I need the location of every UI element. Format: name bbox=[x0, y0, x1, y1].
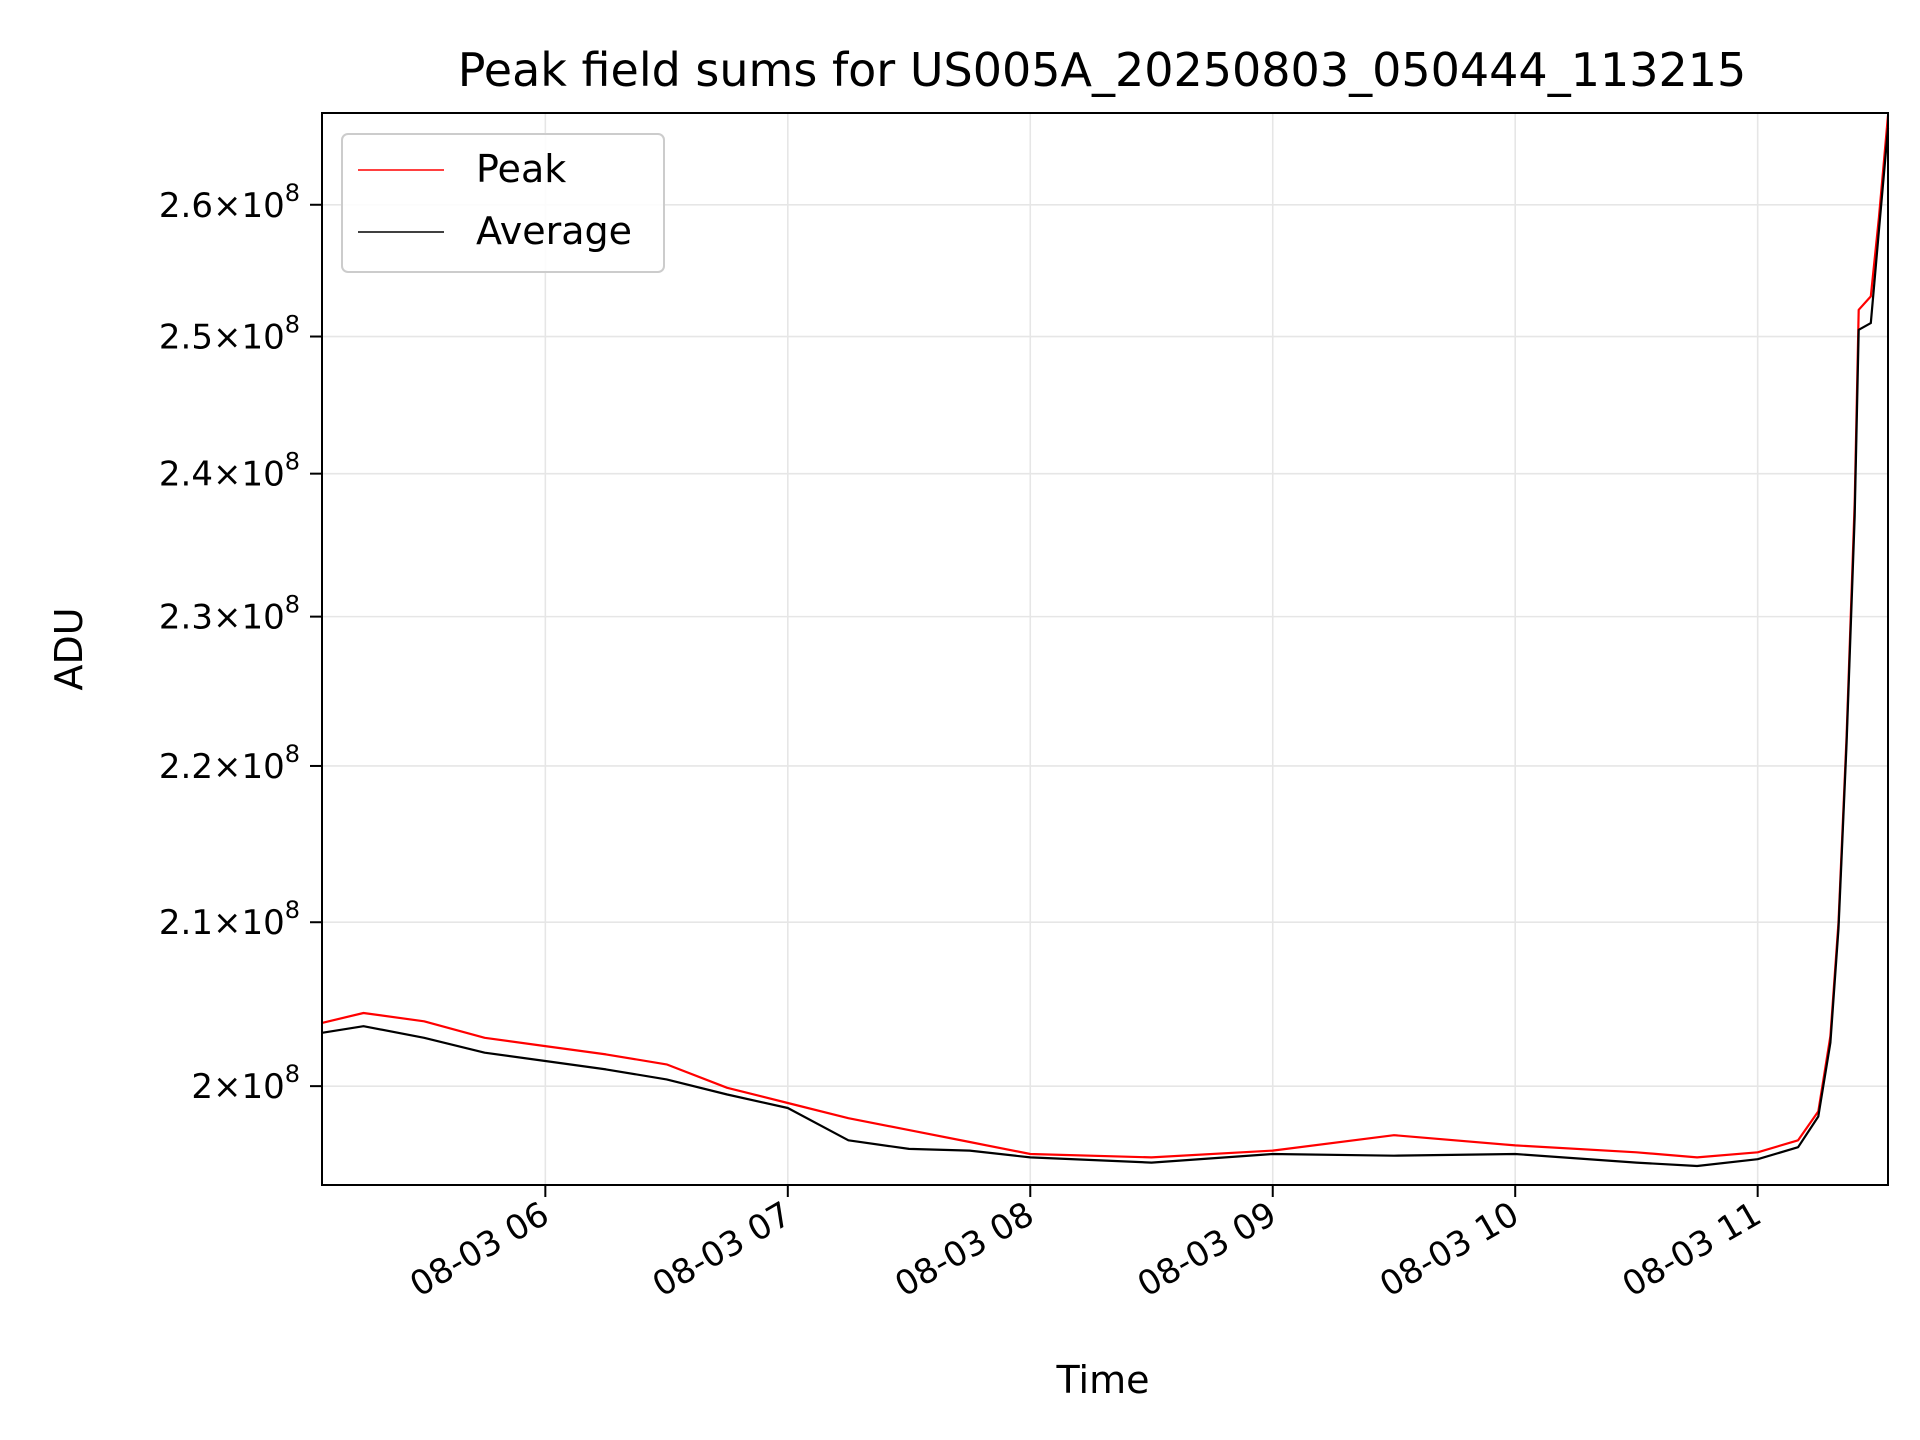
y-tick-mantissa: 2.3 bbox=[159, 598, 213, 638]
y-tick-mantissa: 2.2 bbox=[159, 747, 213, 787]
y-tick-times: ×10 bbox=[213, 1067, 285, 1107]
y-tick-times: ×10 bbox=[213, 455, 285, 495]
y-tick-label: 2.3×108 bbox=[159, 591, 300, 638]
y-tick-exponent: 8 bbox=[285, 179, 300, 207]
y-tick-times: ×10 bbox=[213, 186, 285, 226]
y-tick-times: ×10 bbox=[213, 903, 285, 943]
y-tick-exponent: 8 bbox=[285, 1060, 300, 1088]
y-tick-exponent: 8 bbox=[285, 448, 300, 476]
series-line-average bbox=[321, 128, 1890, 1168]
y-tick-exponent: 8 bbox=[285, 896, 300, 924]
y-axis-label: ADU bbox=[47, 607, 91, 690]
y-tick-label: 2.1×108 bbox=[159, 896, 300, 943]
y-tick-mantissa: 2.6 bbox=[159, 186, 213, 226]
legend: Peak Average bbox=[341, 133, 665, 273]
y-tick-mantissa: 2 bbox=[191, 1067, 213, 1107]
y-tick-mantissa: 2.5 bbox=[159, 318, 213, 358]
y-tick-mantissa: 2.1 bbox=[159, 903, 213, 943]
y-tick-label: 2.6×108 bbox=[159, 179, 300, 226]
legend-label-average: Average bbox=[476, 209, 632, 253]
chart-title: Peak field sums for US005A_20250803_0504… bbox=[458, 43, 1747, 97]
y-tick-mantissa: 2.4 bbox=[159, 455, 213, 495]
y-tick-exponent: 8 bbox=[285, 591, 300, 619]
y-tick-times: ×10 bbox=[213, 598, 285, 638]
y-axis-ticks: 2×1082.1×1082.2×1082.3×1082.4×1082.5×108… bbox=[159, 179, 322, 1107]
y-tick-exponent: 8 bbox=[285, 311, 300, 339]
y-tick-times: ×10 bbox=[213, 747, 285, 787]
legend-label-peak: Peak bbox=[476, 147, 566, 191]
series-layer bbox=[321, 115, 1890, 1168]
plot-frame bbox=[321, 112, 1889, 1186]
y-tick-exponent: 8 bbox=[285, 740, 300, 768]
y-tick-label: 2×108 bbox=[191, 1060, 300, 1107]
legend-box bbox=[341, 133, 665, 273]
y-tick-times: ×10 bbox=[213, 318, 285, 358]
x-axis-label: Time bbox=[1056, 1358, 1150, 1402]
y-tick-label: 2.4×108 bbox=[159, 448, 300, 495]
grid-lines bbox=[322, 113, 1888, 1185]
y-tick-label: 2.2×108 bbox=[159, 740, 300, 787]
y-tick-label: 2.5×108 bbox=[159, 311, 300, 358]
